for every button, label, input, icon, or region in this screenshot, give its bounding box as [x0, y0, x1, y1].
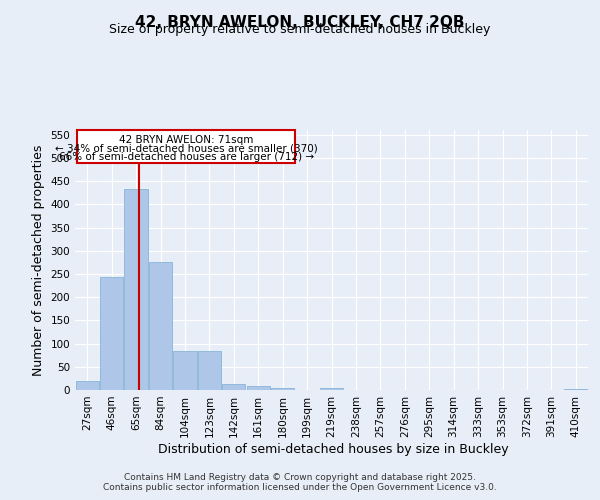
Text: ← 34% of semi-detached houses are smaller (370): ← 34% of semi-detached houses are smalle…: [55, 144, 317, 154]
Bar: [222, 384, 245, 390]
Text: 66% of semi-detached houses are larger (712) →: 66% of semi-detached houses are larger (…: [59, 152, 314, 162]
Bar: [564, 388, 587, 390]
Bar: [247, 386, 270, 390]
Bar: [76, 380, 99, 390]
Text: Contains public sector information licensed under the Open Government Licence v3: Contains public sector information licen…: [103, 484, 497, 492]
Text: Distribution of semi-detached houses by size in Buckley: Distribution of semi-detached houses by …: [158, 442, 508, 456]
Y-axis label: Number of semi-detached properties: Number of semi-detached properties: [32, 144, 45, 376]
Bar: [100, 277, 123, 390]
Bar: [149, 262, 172, 390]
FancyBboxPatch shape: [77, 130, 295, 164]
Text: 42 BRYN AWELON: 71sqm: 42 BRYN AWELON: 71sqm: [119, 135, 253, 145]
Bar: [198, 352, 221, 390]
Bar: [271, 388, 294, 390]
Text: Contains HM Land Registry data © Crown copyright and database right 2025.: Contains HM Land Registry data © Crown c…: [124, 472, 476, 482]
Bar: [173, 352, 197, 390]
Bar: [124, 189, 148, 390]
Text: 42, BRYN AWELON, BUCKLEY, CH7 2QB: 42, BRYN AWELON, BUCKLEY, CH7 2QB: [135, 15, 465, 30]
Text: Size of property relative to semi-detached houses in Buckley: Size of property relative to semi-detach…: [109, 22, 491, 36]
Bar: [320, 388, 343, 390]
